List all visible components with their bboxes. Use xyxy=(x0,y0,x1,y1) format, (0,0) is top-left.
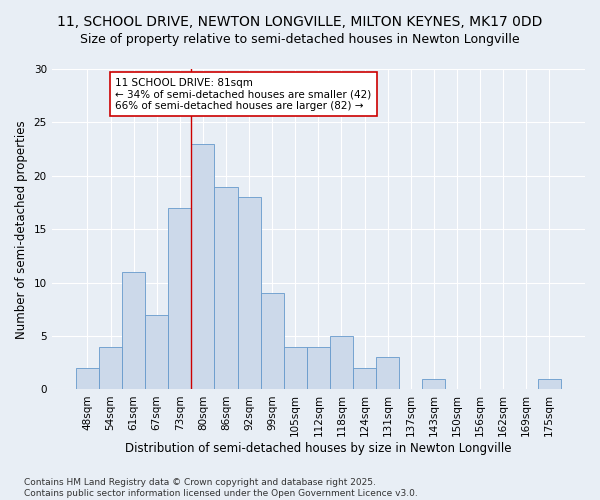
Bar xyxy=(376,358,399,390)
Text: 11 SCHOOL DRIVE: 81sqm
← 34% of semi-detached houses are smaller (42)
66% of sem: 11 SCHOOL DRIVE: 81sqm ← 34% of semi-det… xyxy=(115,78,371,110)
Y-axis label: Number of semi-detached properties: Number of semi-detached properties xyxy=(15,120,28,338)
Bar xyxy=(99,346,122,390)
Bar xyxy=(353,368,376,390)
Bar xyxy=(76,368,99,390)
Bar xyxy=(122,272,145,390)
Bar xyxy=(168,208,191,390)
Bar xyxy=(422,379,445,390)
Bar xyxy=(284,346,307,390)
Text: Contains HM Land Registry data © Crown copyright and database right 2025.
Contai: Contains HM Land Registry data © Crown c… xyxy=(24,478,418,498)
Bar xyxy=(260,294,284,390)
Bar xyxy=(330,336,353,390)
Bar xyxy=(145,314,168,390)
Bar xyxy=(238,197,260,390)
Bar xyxy=(307,346,330,390)
Text: 11, SCHOOL DRIVE, NEWTON LONGVILLE, MILTON KEYNES, MK17 0DD: 11, SCHOOL DRIVE, NEWTON LONGVILLE, MILT… xyxy=(58,15,542,29)
Text: Size of property relative to semi-detached houses in Newton Longville: Size of property relative to semi-detach… xyxy=(80,32,520,46)
X-axis label: Distribution of semi-detached houses by size in Newton Longville: Distribution of semi-detached houses by … xyxy=(125,442,512,455)
Bar xyxy=(538,379,561,390)
Bar xyxy=(214,186,238,390)
Bar xyxy=(191,144,214,390)
